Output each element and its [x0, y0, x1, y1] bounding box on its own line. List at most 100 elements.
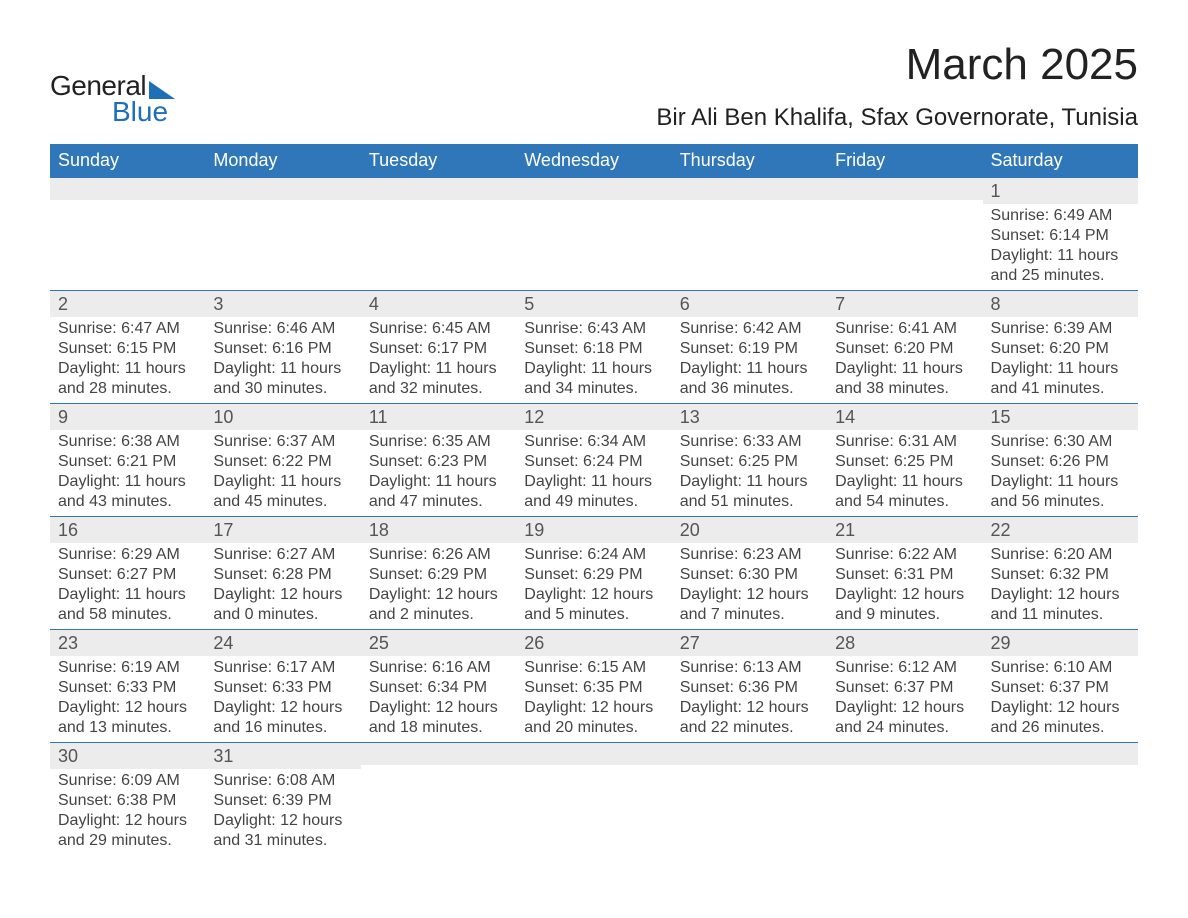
day-number	[983, 743, 1138, 765]
calendar-day-cell: 13Sunrise: 6:33 AMSunset: 6:25 PMDayligh…	[672, 404, 827, 517]
calendar-day-cell: 7Sunrise: 6:41 AMSunset: 6:20 PMDaylight…	[827, 291, 982, 404]
day-body: Sunrise: 6:16 AMSunset: 6:34 PMDaylight:…	[361, 656, 516, 742]
day-number: 23	[50, 630, 205, 656]
sunset-line: Sunset: 6:27 PM	[58, 565, 197, 585]
daylight-line-1: Daylight: 12 hours	[991, 698, 1130, 718]
dow-header: Saturday	[983, 144, 1138, 178]
day-body	[205, 200, 360, 278]
day-body	[361, 765, 516, 843]
daylight-line-1: Daylight: 12 hours	[213, 698, 352, 718]
day-body: Sunrise: 6:39 AMSunset: 6:20 PMDaylight:…	[983, 317, 1138, 403]
daylight-line-1: Daylight: 11 hours	[524, 359, 663, 379]
daylight-line-2: and 32 minutes.	[369, 379, 508, 399]
daylight-line-1: Daylight: 11 hours	[213, 472, 352, 492]
day-body	[827, 765, 982, 843]
day-number: 15	[983, 404, 1138, 430]
day-body: Sunrise: 6:10 AMSunset: 6:37 PMDaylight:…	[983, 656, 1138, 742]
sunset-line: Sunset: 6:19 PM	[680, 339, 819, 359]
day-body: Sunrise: 6:27 AMSunset: 6:28 PMDaylight:…	[205, 543, 360, 629]
sunset-line: Sunset: 6:29 PM	[524, 565, 663, 585]
day-number: 14	[827, 404, 982, 430]
day-number: 21	[827, 517, 982, 543]
daylight-line-2: and 51 minutes.	[680, 492, 819, 512]
daylight-line-2: and 47 minutes.	[369, 492, 508, 512]
sunset-line: Sunset: 6:20 PM	[991, 339, 1130, 359]
day-number: 1	[983, 178, 1138, 204]
calendar-day-cell: 16Sunrise: 6:29 AMSunset: 6:27 PMDayligh…	[50, 517, 205, 630]
day-number: 10	[205, 404, 360, 430]
calendar-day-cell: 31Sunrise: 6:08 AMSunset: 6:39 PMDayligh…	[205, 743, 360, 856]
calendar-day-cell: 30Sunrise: 6:09 AMSunset: 6:38 PMDayligh…	[50, 743, 205, 856]
day-body: Sunrise: 6:13 AMSunset: 6:36 PMDaylight:…	[672, 656, 827, 742]
sunset-line: Sunset: 6:34 PM	[369, 678, 508, 698]
day-number: 13	[672, 404, 827, 430]
sunrise-line: Sunrise: 6:08 AM	[213, 771, 352, 791]
calendar-week-row: 9Sunrise: 6:38 AMSunset: 6:21 PMDaylight…	[50, 404, 1138, 517]
sunset-line: Sunset: 6:17 PM	[369, 339, 508, 359]
day-number: 22	[983, 517, 1138, 543]
sunset-line: Sunset: 6:37 PM	[835, 678, 974, 698]
location-subtitle: Bir Ali Ben Khalifa, Sfax Governorate, T…	[656, 104, 1138, 132]
day-body: Sunrise: 6:43 AMSunset: 6:18 PMDaylight:…	[516, 317, 671, 403]
calendar-week-row: 2Sunrise: 6:47 AMSunset: 6:15 PMDaylight…	[50, 291, 1138, 404]
header: General Blue March 2025 Bir Ali Ben Khal…	[50, 40, 1138, 132]
daylight-line-2: and 31 minutes.	[213, 831, 352, 851]
calendar-day-cell: 14Sunrise: 6:31 AMSunset: 6:25 PMDayligh…	[827, 404, 982, 517]
calendar-week-row: 23Sunrise: 6:19 AMSunset: 6:33 PMDayligh…	[50, 630, 1138, 743]
day-number: 2	[50, 291, 205, 317]
day-body	[516, 765, 671, 843]
calendar-day-cell: 11Sunrise: 6:35 AMSunset: 6:23 PMDayligh…	[361, 404, 516, 517]
daylight-line-1: Daylight: 11 hours	[369, 359, 508, 379]
day-number: 7	[827, 291, 982, 317]
calendar-day-cell: 29Sunrise: 6:10 AMSunset: 6:37 PMDayligh…	[983, 630, 1138, 743]
day-number	[672, 743, 827, 765]
daylight-line-2: and 5 minutes.	[524, 605, 663, 625]
sunrise-line: Sunrise: 6:45 AM	[369, 319, 508, 339]
day-body	[983, 765, 1138, 843]
calendar-empty-cell	[516, 178, 671, 291]
calendar-empty-cell	[516, 743, 671, 856]
sunset-line: Sunset: 6:32 PM	[991, 565, 1130, 585]
daylight-line-2: and 29 minutes.	[58, 831, 197, 851]
sunset-line: Sunset: 6:25 PM	[835, 452, 974, 472]
day-body: Sunrise: 6:08 AMSunset: 6:39 PMDaylight:…	[205, 769, 360, 855]
sunset-line: Sunset: 6:21 PM	[58, 452, 197, 472]
daylight-line-2: and 25 minutes.	[991, 266, 1130, 286]
daylight-line-1: Daylight: 11 hours	[58, 359, 197, 379]
daylight-line-1: Daylight: 11 hours	[991, 472, 1130, 492]
day-number: 9	[50, 404, 205, 430]
dow-header: Thursday	[672, 144, 827, 178]
dow-header: Monday	[205, 144, 360, 178]
sunset-line: Sunset: 6:33 PM	[213, 678, 352, 698]
daylight-line-2: and 34 minutes.	[524, 379, 663, 399]
day-number: 30	[50, 743, 205, 769]
day-body: Sunrise: 6:30 AMSunset: 6:26 PMDaylight:…	[983, 430, 1138, 516]
sunset-line: Sunset: 6:37 PM	[991, 678, 1130, 698]
daylight-line-2: and 7 minutes.	[680, 605, 819, 625]
daylight-line-2: and 9 minutes.	[835, 605, 974, 625]
sunrise-line: Sunrise: 6:33 AM	[680, 432, 819, 452]
sunset-line: Sunset: 6:24 PM	[524, 452, 663, 472]
day-number: 6	[672, 291, 827, 317]
calendar-empty-cell	[361, 743, 516, 856]
sunset-line: Sunset: 6:18 PM	[524, 339, 663, 359]
sunrise-line: Sunrise: 6:42 AM	[680, 319, 819, 339]
calendar-empty-cell	[205, 178, 360, 291]
daylight-line-1: Daylight: 12 hours	[680, 585, 819, 605]
day-body	[827, 200, 982, 278]
daylight-line-1: Daylight: 12 hours	[524, 698, 663, 718]
sunrise-line: Sunrise: 6:17 AM	[213, 658, 352, 678]
sunrise-line: Sunrise: 6:15 AM	[524, 658, 663, 678]
day-body: Sunrise: 6:12 AMSunset: 6:37 PMDaylight:…	[827, 656, 982, 742]
calendar-day-cell: 26Sunrise: 6:15 AMSunset: 6:35 PMDayligh…	[516, 630, 671, 743]
calendar-day-cell: 24Sunrise: 6:17 AMSunset: 6:33 PMDayligh…	[205, 630, 360, 743]
calendar-empty-cell	[827, 743, 982, 856]
sunset-line: Sunset: 6:31 PM	[835, 565, 974, 585]
sunset-line: Sunset: 6:38 PM	[58, 791, 197, 811]
sunrise-line: Sunrise: 6:31 AM	[835, 432, 974, 452]
calendar-day-cell: 4Sunrise: 6:45 AMSunset: 6:17 PMDaylight…	[361, 291, 516, 404]
month-title: March 2025	[656, 40, 1138, 90]
daylight-line-2: and 22 minutes.	[680, 718, 819, 738]
daylight-line-2: and 54 minutes.	[835, 492, 974, 512]
daylight-line-2: and 49 minutes.	[524, 492, 663, 512]
